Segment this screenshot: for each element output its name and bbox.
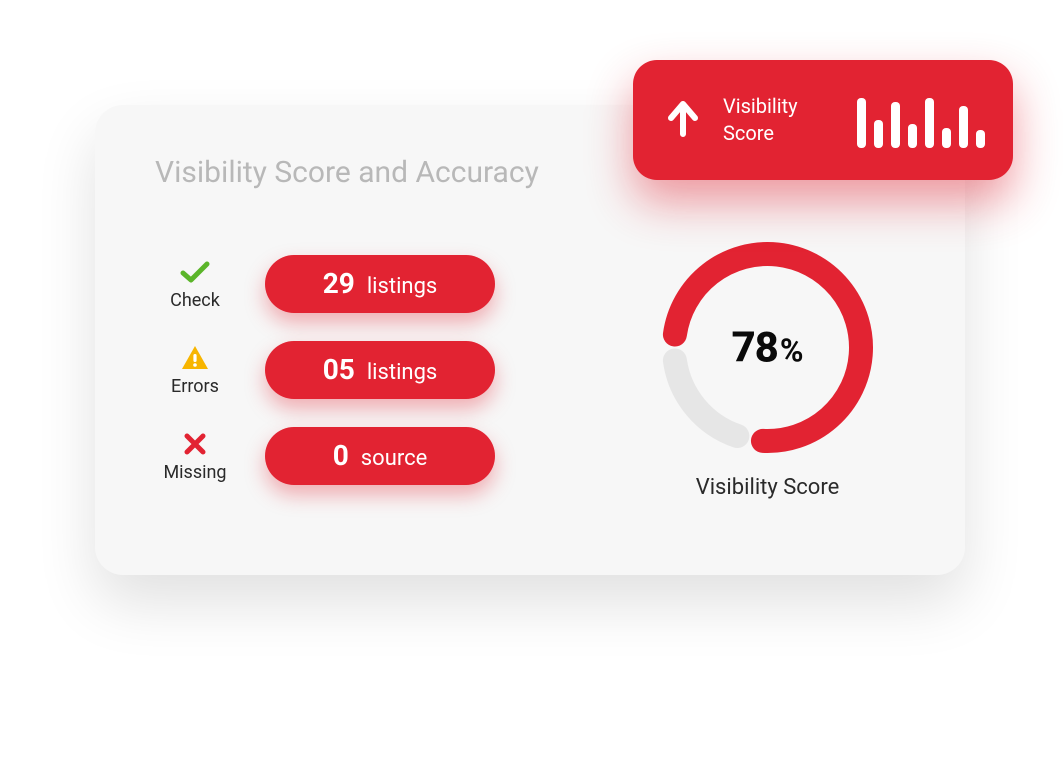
stat-unit-errors: listings xyxy=(367,344,437,402)
gauge-caption: Visibility Score xyxy=(696,475,840,500)
sparkline-bar xyxy=(942,128,951,148)
stat-row-check: Check 29 listings xyxy=(155,255,495,313)
arrow-up-icon xyxy=(661,96,705,144)
badge-line2: Score xyxy=(723,120,798,147)
badge-text: Visibility Score xyxy=(723,93,798,147)
sparkline-bar xyxy=(959,106,968,148)
cross-icon xyxy=(183,430,207,458)
stat-pill-errors: 05 listings xyxy=(265,341,495,399)
stat-label-errors: Errors xyxy=(171,376,219,397)
sparkline-bar xyxy=(857,98,866,148)
gauge-center: 78 % xyxy=(731,323,803,372)
visibility-gauge: 78 % xyxy=(660,240,875,455)
stat-unit-missing: source xyxy=(361,430,427,488)
gauge-column: 78 % Visibility Score xyxy=(660,240,875,500)
stat-icon-label-check: Check xyxy=(155,258,235,311)
stat-pill-check: 29 listings xyxy=(265,255,495,313)
stat-label-missing: Missing xyxy=(163,462,226,483)
stat-icon-label-errors: Errors xyxy=(155,344,235,397)
stat-count-missing: 0 xyxy=(333,427,349,485)
sparkline-bar xyxy=(908,124,917,148)
stat-count-errors: 05 xyxy=(323,341,355,399)
visibility-badge: Visibility Score xyxy=(633,60,1013,180)
stat-row-errors: Errors 05 listings xyxy=(155,341,495,399)
stat-pill-missing: 0 source xyxy=(265,427,495,485)
stat-count-check: 29 xyxy=(323,255,355,313)
stat-unit-check: listings xyxy=(367,258,437,316)
stat-label-check: Check xyxy=(170,290,220,311)
stats-column: Check 29 listings Errors xyxy=(155,255,495,485)
sparkline-bar xyxy=(874,120,883,148)
warning-icon xyxy=(181,344,209,372)
badge-sparkline xyxy=(857,92,985,148)
sparkline-bar xyxy=(891,102,900,148)
check-icon xyxy=(180,258,210,286)
stat-icon-label-missing: Missing xyxy=(155,430,235,483)
badge-line1: Visibility xyxy=(723,93,798,120)
sparkline-bar xyxy=(925,98,934,148)
gauge-value: 78 xyxy=(731,323,777,372)
gauge-suffix: % xyxy=(780,331,804,369)
stat-row-missing: Missing 0 source xyxy=(155,427,495,485)
card-content: Check 29 listings Errors xyxy=(155,240,905,500)
sparkline-bar xyxy=(976,130,985,148)
